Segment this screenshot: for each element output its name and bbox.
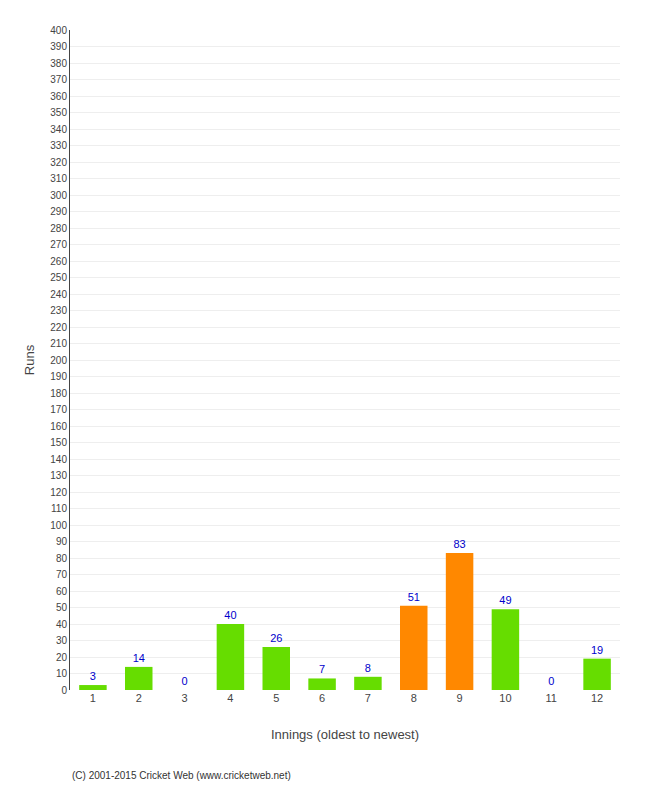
svg-text:40: 40 — [56, 619, 68, 630]
svg-text:Innings (oldest to newest): Innings (oldest to newest) — [271, 727, 419, 742]
svg-text:14: 14 — [133, 652, 145, 664]
svg-text:7: 7 — [365, 692, 371, 704]
svg-text:7: 7 — [319, 663, 325, 675]
svg-text:6: 6 — [319, 692, 325, 704]
svg-text:160: 160 — [50, 421, 67, 432]
svg-text:110: 110 — [51, 503, 67, 514]
svg-text:12: 12 — [591, 692, 603, 704]
svg-text:240: 240 — [50, 289, 67, 300]
svg-text:320: 320 — [50, 157, 67, 168]
svg-text:140: 140 — [50, 454, 67, 465]
svg-text:340: 340 — [50, 124, 67, 135]
svg-text:400: 400 — [50, 25, 67, 36]
svg-text:330: 330 — [50, 140, 67, 151]
svg-text:40: 40 — [224, 609, 236, 621]
svg-text:100: 100 — [50, 520, 67, 531]
svg-text:190: 190 — [50, 371, 67, 382]
svg-text:300: 300 — [50, 190, 67, 201]
svg-text:19: 19 — [591, 644, 603, 656]
svg-text:4: 4 — [227, 692, 233, 704]
svg-text:150: 150 — [50, 437, 67, 448]
svg-text:60: 60 — [56, 586, 68, 597]
svg-text:3: 3 — [90, 670, 96, 682]
svg-text:5: 5 — [273, 692, 279, 704]
svg-text:200: 200 — [50, 355, 67, 366]
svg-text:370: 370 — [50, 74, 67, 85]
svg-text:390: 390 — [50, 41, 67, 52]
svg-text:230: 230 — [50, 305, 67, 316]
svg-text:(C) 2001-2015 Cricket Web (www: (C) 2001-2015 Cricket Web (www.cricketwe… — [72, 770, 291, 781]
svg-text:8: 8 — [365, 662, 371, 674]
svg-text:280: 280 — [50, 223, 67, 234]
svg-text:260: 260 — [50, 256, 67, 267]
svg-text:10: 10 — [56, 668, 68, 679]
svg-text:20: 20 — [56, 652, 68, 663]
svg-text:2: 2 — [136, 692, 142, 704]
svg-text:380: 380 — [50, 58, 67, 69]
svg-text:8: 8 — [411, 692, 417, 704]
svg-text:210: 210 — [50, 338, 67, 349]
svg-text:170: 170 — [50, 404, 67, 415]
svg-text:310: 310 — [50, 173, 67, 184]
svg-text:10: 10 — [499, 692, 511, 704]
svg-text:90: 90 — [56, 536, 68, 547]
svg-text:3: 3 — [182, 692, 188, 704]
svg-text:0: 0 — [182, 675, 188, 687]
svg-text:0: 0 — [61, 685, 67, 696]
svg-text:83: 83 — [453, 538, 465, 550]
svg-text:290: 290 — [50, 206, 67, 217]
svg-text:30: 30 — [56, 635, 68, 646]
svg-text:80: 80 — [56, 553, 68, 564]
svg-text:70: 70 — [56, 569, 68, 580]
svg-text:11: 11 — [546, 692, 557, 704]
svg-text:250: 250 — [50, 272, 67, 283]
svg-text:180: 180 — [50, 388, 67, 399]
svg-text:220: 220 — [50, 322, 67, 333]
svg-text:49: 49 — [499, 594, 511, 606]
svg-text:0: 0 — [548, 675, 554, 687]
svg-text:26: 26 — [270, 632, 282, 644]
svg-text:120: 120 — [50, 487, 67, 498]
svg-text:Runs: Runs — [22, 344, 37, 375]
svg-text:360: 360 — [50, 91, 67, 102]
svg-text:50: 50 — [56, 602, 68, 613]
svg-text:350: 350 — [50, 107, 67, 118]
svg-text:1: 1 — [90, 692, 96, 704]
svg-text:270: 270 — [50, 239, 67, 250]
svg-text:51: 51 — [408, 591, 420, 603]
svg-text:130: 130 — [50, 470, 67, 481]
svg-text:9: 9 — [457, 692, 463, 704]
